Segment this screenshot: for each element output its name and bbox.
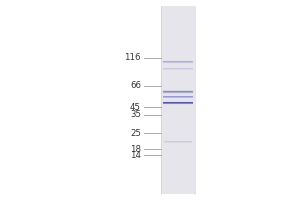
Text: 45: 45 — [130, 102, 141, 112]
Text: 116: 116 — [124, 53, 141, 62]
Bar — [163, 93, 193, 94]
Bar — [163, 91, 193, 92]
Text: 66: 66 — [130, 81, 141, 90]
Bar — [160, 6, 195, 194]
Bar — [163, 90, 193, 91]
Bar — [163, 90, 193, 91]
Text: 14: 14 — [130, 151, 141, 160]
Text: 25: 25 — [130, 129, 141, 138]
Bar — [163, 92, 193, 93]
Bar — [163, 91, 193, 92]
Text: 18: 18 — [130, 144, 141, 154]
Bar — [163, 93, 193, 94]
Bar — [160, 6, 195, 194]
Text: 35: 35 — [130, 110, 141, 119]
